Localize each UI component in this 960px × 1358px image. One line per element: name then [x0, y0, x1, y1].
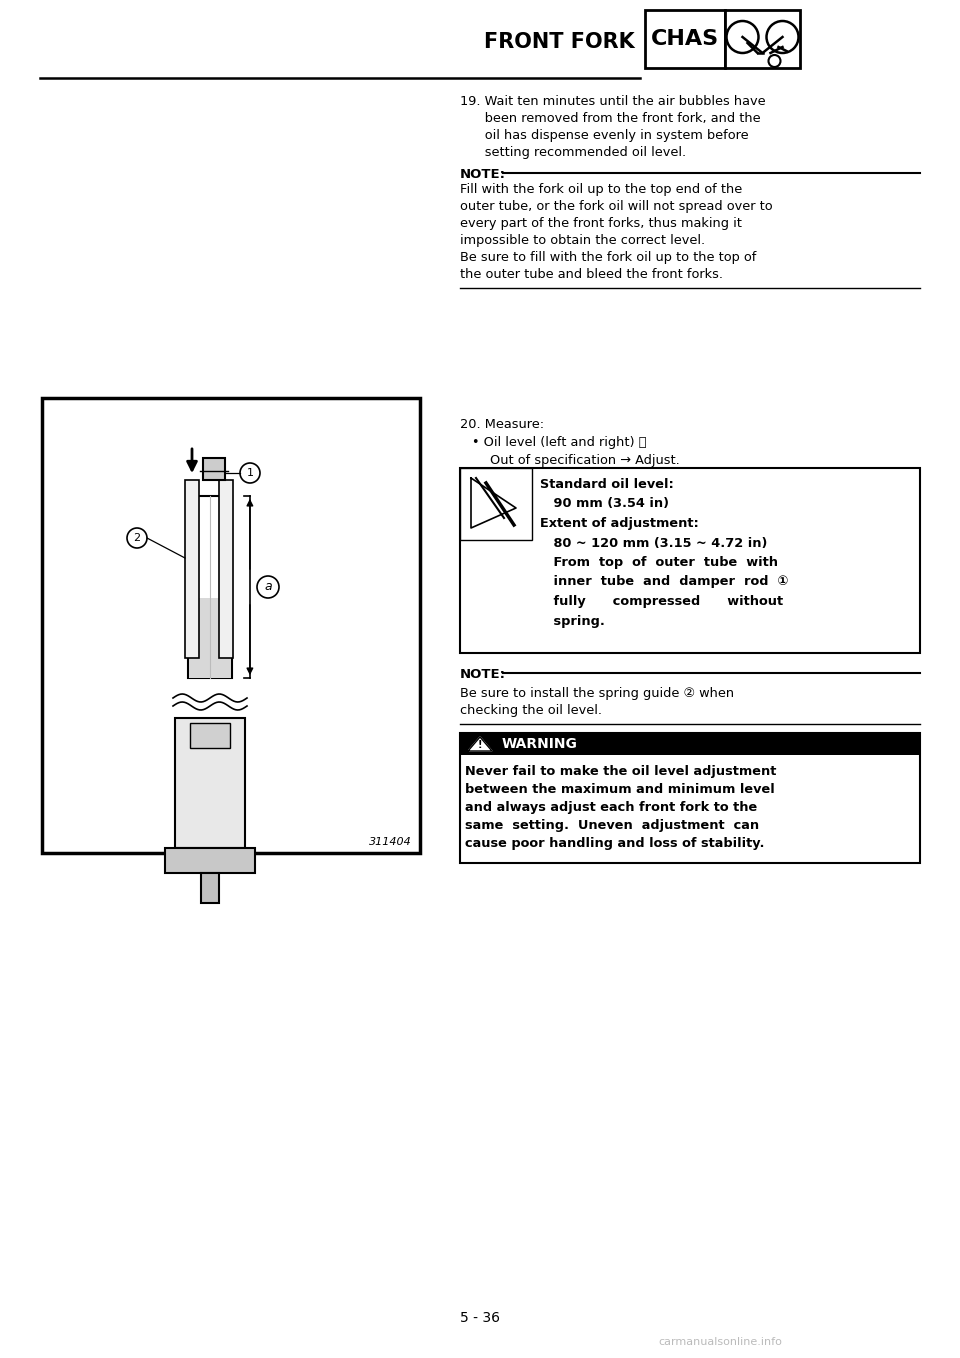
Bar: [185, 479, 199, 659]
Bar: [201, 873, 219, 903]
Bar: [460, 733, 920, 862]
Text: 311404: 311404: [370, 837, 412, 847]
Text: 5 - 36: 5 - 36: [460, 1310, 500, 1325]
Text: Be sure to fill with the fork oil up to the top of: Be sure to fill with the fork oil up to …: [460, 251, 756, 263]
Text: 2: 2: [133, 532, 140, 543]
Text: setting recommended oil level.: setting recommended oil level.: [460, 147, 686, 159]
Text: Standard oil level:: Standard oil level:: [540, 478, 674, 492]
Text: the outer tube and bleed the front forks.: the outer tube and bleed the front forks…: [460, 268, 723, 281]
Text: cause poor handling and loss of stability.: cause poor handling and loss of stabilit…: [465, 837, 764, 850]
Text: WARNING: WARNING: [502, 737, 578, 751]
Text: spring.: spring.: [540, 615, 605, 627]
Bar: [175, 718, 245, 847]
Text: 20. Measure:: 20. Measure:: [460, 418, 544, 430]
Text: same  setting.  Uneven  adjustment  can: same setting. Uneven adjustment can: [465, 819, 759, 832]
Text: and always adjust each front fork to the: and always adjust each front fork to the: [465, 801, 757, 813]
Text: NOTE:: NOTE:: [460, 168, 506, 181]
Text: 1: 1: [247, 469, 253, 478]
Text: inner  tube  and  damper  rod  ①: inner tube and damper rod ①: [540, 576, 788, 588]
Bar: [188, 496, 232, 678]
Text: !: !: [478, 740, 482, 750]
Bar: [189, 598, 231, 678]
Text: Never fail to make the oil level adjustment: Never fail to make the oil level adjustm…: [465, 765, 777, 778]
Bar: [190, 722, 230, 748]
Text: Out of specification → Adjust.: Out of specification → Adjust.: [490, 454, 680, 467]
Text: between the maximum and minimum level: between the maximum and minimum level: [465, 784, 775, 796]
Text: 90 mm (3.54 in): 90 mm (3.54 in): [540, 497, 669, 511]
Text: From  top  of  outer  tube  with: From top of outer tube with: [540, 555, 778, 569]
Text: outer tube, or the fork oil will not spread over to: outer tube, or the fork oil will not spr…: [460, 200, 773, 213]
Text: oil has dispense evenly in system before: oil has dispense evenly in system before: [460, 129, 749, 143]
Bar: [203, 458, 225, 479]
Text: CHAS: CHAS: [651, 29, 719, 49]
Text: Be sure to install the spring guide ② when: Be sure to install the spring guide ② wh…: [460, 687, 734, 699]
Text: every part of the front forks, thus making it: every part of the front forks, thus maki…: [460, 217, 742, 230]
Text: a: a: [264, 580, 272, 593]
Text: impossible to obtain the correct level.: impossible to obtain the correct level.: [460, 234, 706, 247]
Bar: [219, 479, 233, 659]
Bar: [460, 733, 920, 755]
Bar: [165, 847, 255, 873]
Bar: [645, 10, 725, 68]
Text: carmanualsonline.info: carmanualsonline.info: [658, 1338, 782, 1347]
Text: been removed from the front fork, and the: been removed from the front fork, and th…: [460, 111, 760, 125]
Text: FRONT FORK: FRONT FORK: [484, 33, 635, 52]
Text: Extent of adjustment:: Extent of adjustment:: [540, 517, 699, 530]
Bar: [42, 398, 420, 853]
Bar: [460, 469, 532, 540]
Polygon shape: [471, 478, 516, 528]
Bar: [725, 10, 800, 68]
Text: 80 ~ 120 mm (3.15 ~ 4.72 in): 80 ~ 120 mm (3.15 ~ 4.72 in): [540, 536, 767, 550]
Text: checking the oil level.: checking the oil level.: [460, 703, 602, 717]
Text: Fill with the fork oil up to the top end of the: Fill with the fork oil up to the top end…: [460, 183, 742, 196]
Text: • Oil level (left and right) ⓐ: • Oil level (left and right) ⓐ: [472, 436, 646, 449]
Text: NOTE:: NOTE:: [460, 668, 506, 680]
Text: 19. Wait ten minutes until the air bubbles have: 19. Wait ten minutes until the air bubbl…: [460, 95, 766, 109]
Bar: [460, 469, 920, 653]
Text: fully      compressed      without: fully compressed without: [540, 595, 783, 608]
Polygon shape: [468, 737, 492, 751]
